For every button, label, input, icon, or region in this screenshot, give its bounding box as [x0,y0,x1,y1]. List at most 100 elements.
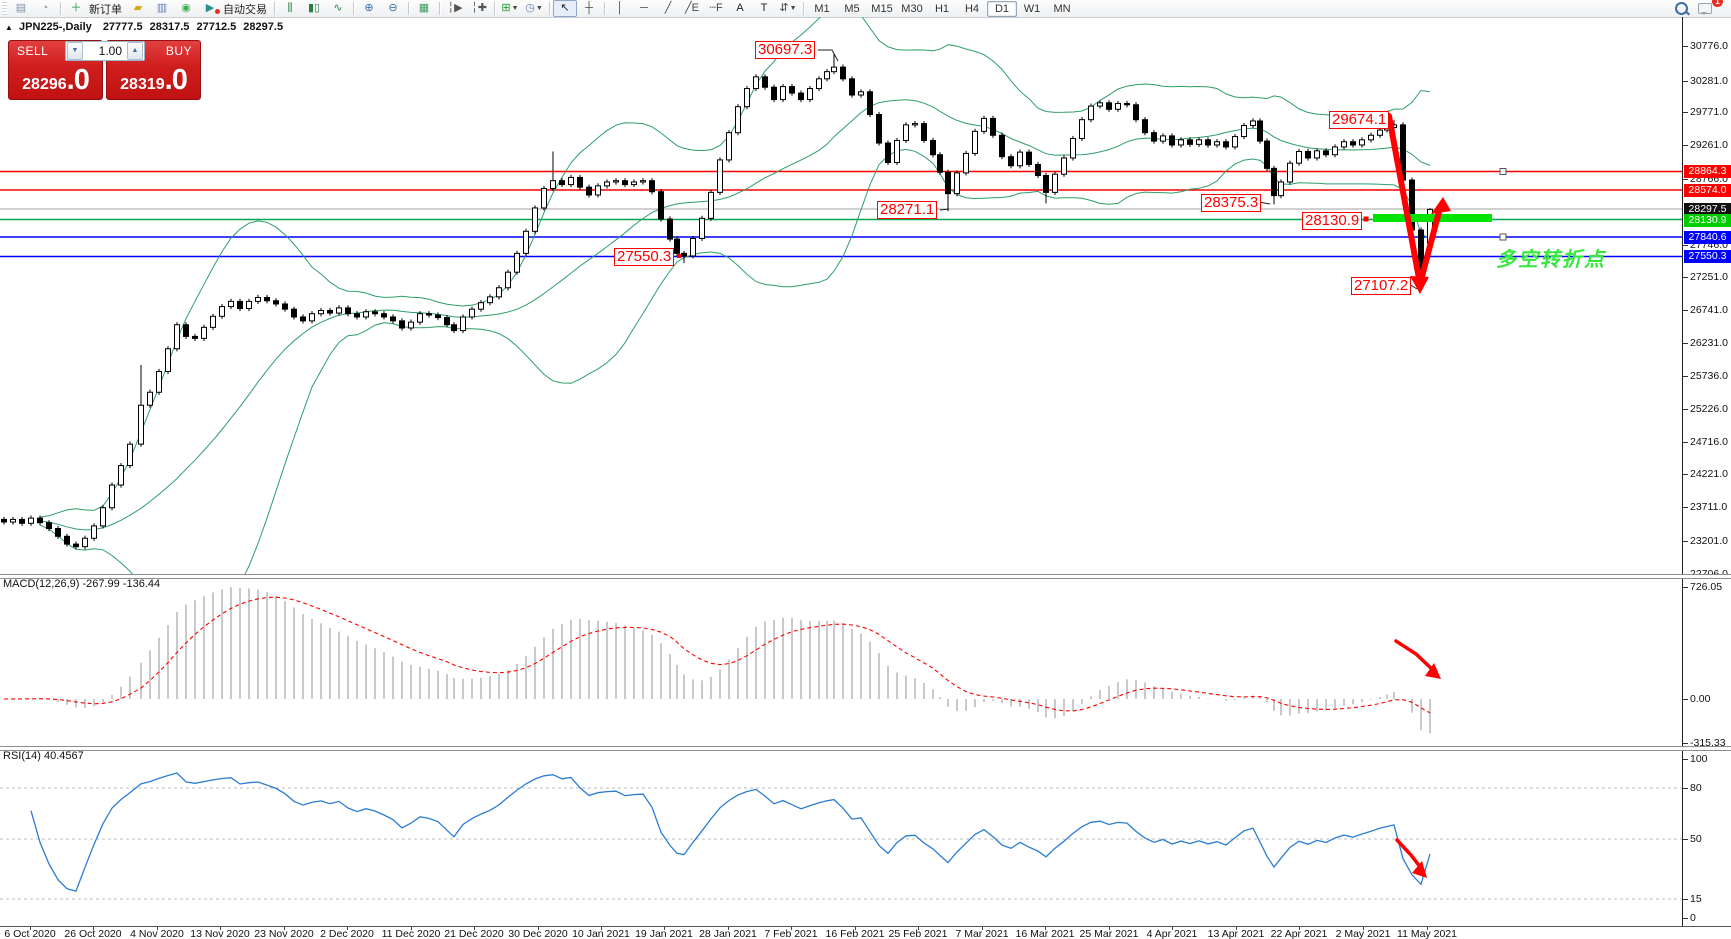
volume-increase-button[interactable]: ▲ [127,42,143,60]
toolbar-separator [604,2,605,15]
panel-separator-2[interactable] [0,746,1731,751]
dropdown-caret-icon[interactable]: ▼ [511,5,519,12]
candle-body [1323,150,1329,156]
line-handle[interactable] [1499,168,1507,175]
price-axis-label-tick [1683,179,1688,180]
price-callout-27107.2[interactable]: 27107.2 [1351,277,1412,295]
autotrading-icon[interactable]: ▶ [198,0,222,17]
candle-body [1368,134,1374,141]
bar-chart-icon[interactable]: ⫼ [287,2,293,14]
volume-decrease-button[interactable]: ▼ [67,42,83,60]
time-axis[interactable]: 6 Oct 2020 26 Oct 2020 4 Nov 2020 13 Nov 20… [0,926,1731,939]
arrows-icon[interactable]: ⇵ ▼ [779,2,797,14]
timeframe-button-m15[interactable]: M15 [871,2,893,15]
notifications-icon[interactable]: 1 [1693,0,1723,17]
candle-body [37,517,43,524]
candle-body [1314,150,1320,159]
toolbar-separator [408,2,409,15]
autotrading-icon-label[interactable]: 自动交易 [223,3,267,16]
candle-body [1151,132,1157,142]
price-callout-28375.3[interactable]: 28375.3 [1201,194,1262,212]
line-chart-icon[interactable]: ∿ [333,2,343,14]
candle-body [816,78,822,90]
candle [867,89,873,118]
time-axis-label: 23 Nov 2020 [254,928,314,939]
timeframe-button-d1[interactable]: D1 [987,0,1017,17]
volume-input[interactable]: 1.00 [98,44,122,58]
collapse-triangle-icon[interactable]: ▲ [5,23,13,32]
price-callout-29674.1[interactable]: 29674.1 [1329,111,1390,129]
candle [690,235,696,259]
candle-body [858,91,864,96]
buy-button[interactable]: BUY 28319.0 [106,40,201,100]
candle-body [118,465,124,486]
candle-body [1115,102,1121,110]
vline-icon[interactable]: │ [616,2,624,14]
new-order-icon-label[interactable]: 新订单 [89,3,122,16]
candle [426,311,432,318]
time-axis-tick [284,927,285,930]
toolbar-separator [494,2,495,15]
green-highlight-bar[interactable] [1373,214,1492,222]
dropdown-caret-icon[interactable]: ▼ [535,5,543,12]
time-axis-label: 2 Dec 2020 [320,928,374,939]
candle [937,152,943,175]
crosshair-icon[interactable]: ┼ [585,2,593,14]
zoom-out-icon[interactable]: ⊖ [388,2,398,14]
price-callout-28271.1[interactable]: 28271.1 [877,201,938,219]
price-badge-28864.3: 28864.3 [1684,164,1731,178]
signal-icon[interactable]: ◉ [181,2,191,14]
fibo-icon[interactable]: ╱E [685,2,699,14]
price-callout-27550.3[interactable]: 27550.3 [614,248,675,266]
hline-icon[interactable]: ─ [640,2,648,14]
candle-body [336,307,342,314]
main-price-chart[interactable] [0,17,1682,575]
cursor-icon[interactable]: ↖ [553,0,577,17]
candle [824,69,830,82]
line-handle[interactable] [1499,233,1507,241]
zoom-in-icon[interactable]: ⊕ [364,2,374,14]
timeframe-button-m30[interactable]: M30 [901,2,923,15]
trend-arrow[interactable] [1417,205,1443,287]
profile-icon[interactable]: ◔ [41,2,49,14]
candle [1026,149,1032,168]
trend-arrow[interactable] [1386,113,1423,287]
timeframe-button-m1[interactable]: M1 [814,2,830,15]
macd-arrow[interactable] [1394,639,1436,673]
timeframe-button-h4[interactable]: H4 [964,2,980,15]
panel-separator[interactable] [0,574,1731,579]
text-label-icon[interactable]: T [760,2,768,14]
channel-icon[interactable]: ┄F [709,2,723,14]
dropdown-caret-icon[interactable]: ▼ [789,5,797,12]
new-order-icon[interactable]: ＋ [70,2,82,14]
rsi-arrow[interactable] [1395,838,1423,870]
time-axis-label: 30 Dec 2020 [508,928,568,939]
add-indicator-icon[interactable]: ⊞ ▼ [501,2,519,14]
time-axis-tick [601,927,602,930]
tile-windows-icon[interactable]: ▦ [418,2,430,14]
candle [237,298,243,312]
timeframe-button-w1[interactable]: W1 [1023,2,1041,15]
period-icon[interactable]: ◷ ▼ [525,2,543,14]
chart-window-icon[interactable]: ▤ [15,2,27,14]
timeframe-button-h1[interactable]: H1 [934,2,950,15]
market-watch-icon[interactable]: ▥ [156,2,168,14]
candle-body [1332,146,1338,156]
candle-body [183,324,189,337]
rsi-panel[interactable] [0,749,1682,926]
candle-body [690,237,696,257]
timeframe-button-mn[interactable]: MN [1053,2,1071,15]
timeframe-button-m5[interactable]: M5 [844,2,860,15]
macd-panel[interactable] [0,577,1682,747]
candle-chart-icon[interactable]: ▮▯ [307,2,321,14]
price-callout-30697.3[interactable]: 30697.3 [755,41,816,59]
text-icon[interactable]: A [736,2,744,14]
data-window-icon[interactable]: ╎▶ [447,2,463,14]
trendline-icon[interactable]: ╱ [664,2,672,14]
toolbox-icon[interactable]: ▰ [133,2,143,14]
toolbar-grip[interactable] [2,2,7,15]
price-callout-28130.9[interactable]: 28130.9 [1302,212,1363,230]
strategy-tester-icon[interactable]: ╎✚ [471,2,487,14]
price-axis-label: 29261.0 [1690,139,1728,151]
search-icon[interactable] [1669,0,1693,17]
